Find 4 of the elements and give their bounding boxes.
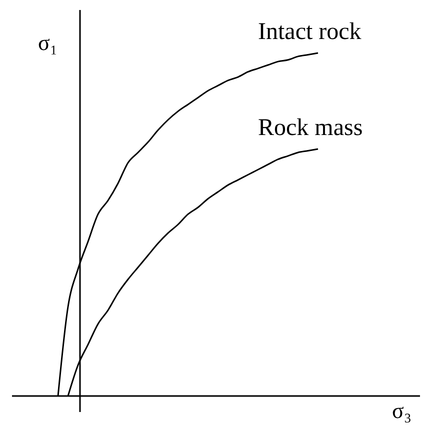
series-label: Intact rock — [258, 19, 362, 45]
x-axis-title: σ₃ — [392, 398, 412, 423]
y-axis-title: σ₁ — [38, 30, 58, 55]
series-label: Rock mass — [258, 115, 363, 142]
